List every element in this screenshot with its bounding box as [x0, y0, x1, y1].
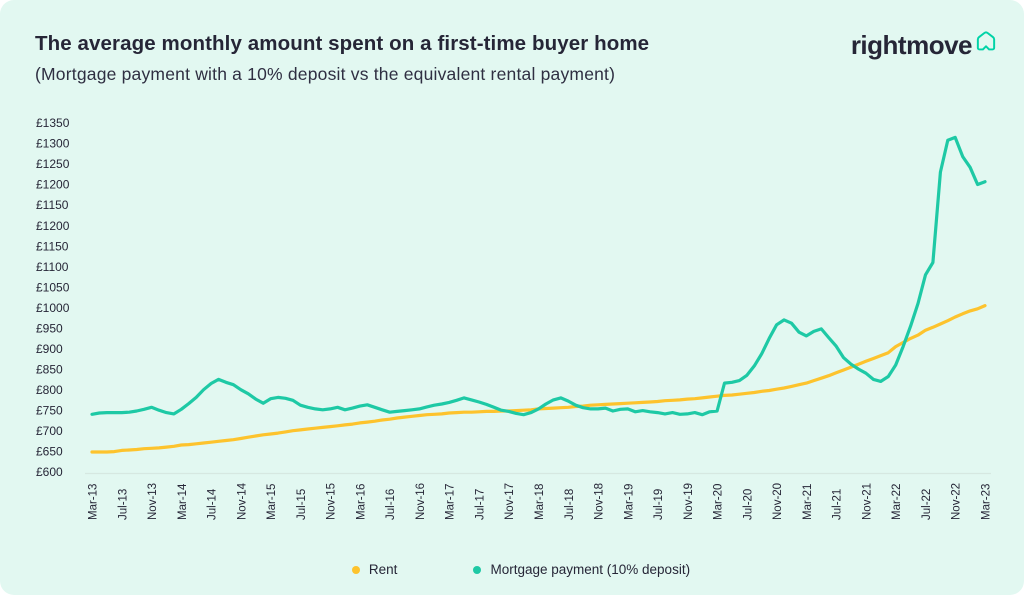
x-tick-label: Mar-21: [802, 484, 814, 520]
x-axis-labels: Mar-13 Jul-13 Nov-13 Mar-14 Jul-14 Nov-14 Mar-…: [88, 482, 993, 520]
x-tick-label: Mar-20: [713, 484, 725, 520]
y-tick-label: £1000: [36, 301, 70, 315]
rightmove-logo-text: rightmove: [850, 30, 973, 60]
x-tick-label: Nov-21: [861, 483, 873, 520]
x-tick-label: Jul-20: [742, 489, 754, 520]
y-tick-label: £1250: [36, 157, 70, 171]
x-tick-label: Mar-19: [623, 484, 635, 520]
y-tick-label: £1200: [36, 178, 70, 192]
y-tick-label: £850: [36, 362, 63, 376]
y-tick-label: £1200: [36, 219, 70, 233]
y-tick-label: £1300: [36, 137, 70, 151]
y-tick-label: £600: [36, 465, 63, 479]
x-tick-label: Nov-16: [415, 483, 427, 520]
x-tick-label: Jul-21: [832, 489, 844, 520]
y-tick-label: £650: [36, 444, 63, 458]
x-tick-label: Nov-22: [951, 483, 963, 520]
x-tick-label: Nov-20: [772, 483, 784, 520]
chart-legend: Rent Mortgage payment (10% deposit): [0, 562, 1024, 577]
x-tick-label: Jul-16: [385, 489, 397, 520]
rightmove-logo: rightmove: [850, 30, 998, 60]
x-tick-label: Nov-19: [683, 483, 695, 520]
y-tick-label: £1150: [36, 198, 69, 212]
x-tick-label: Mar-13: [88, 484, 100, 520]
x-tick-label: Mar-18: [534, 484, 546, 520]
x-tick-label: Mar-22: [891, 484, 903, 520]
legend-item-mortgage: Mortgage payment (10% deposit): [473, 562, 690, 577]
chart-titles: The average monthly amount spent on a fi…: [35, 32, 649, 85]
y-tick-label: £1050: [36, 280, 70, 294]
mortgage-legend-label: Mortgage payment (10% deposit): [490, 562, 691, 577]
x-tick-label: Nov-13: [147, 483, 159, 520]
x-tick-label: Mar-23: [981, 484, 993, 520]
y-tick-label: £1100: [36, 260, 69, 274]
y-tick-label: £750: [36, 403, 63, 417]
x-tick-label: Nov-15: [326, 483, 338, 520]
legend-item-rent: Rent: [351, 562, 398, 577]
x-tick-label: Jul-18: [564, 489, 576, 520]
x-tick-label: Mar-17: [445, 484, 457, 520]
y-tick-label: £700: [36, 424, 63, 438]
x-tick-label: Mar-14: [177, 483, 189, 520]
mortgage-legend-dot: [473, 565, 482, 574]
chart-header: The average monthly amount spent on a fi…: [35, 30, 998, 85]
x-tick-label: Jul-17: [475, 489, 487, 520]
chart-title: The average monthly amount spent on a fi…: [35, 32, 650, 55]
rent-line: [90, 304, 987, 454]
x-tick-label: Mar-15: [266, 484, 278, 520]
y-tick-label: £1350: [36, 116, 70, 130]
x-tick-label: Jul-15: [296, 489, 308, 520]
x-tick-label: Mar-16: [355, 484, 367, 520]
rent-legend-dot: [351, 565, 360, 574]
x-tick-label: Nov-17: [504, 483, 516, 520]
x-tick-label: Nov-14: [236, 482, 248, 520]
x-tick-label: Nov-18: [594, 483, 606, 520]
chart-subtitle: (Mortgage payment with a 10% deposit vs …: [35, 64, 616, 84]
y-tick-label: £950: [36, 321, 63, 335]
y-tick-label: £800: [36, 383, 63, 397]
x-tick-label: Jul-13: [117, 489, 129, 520]
y-tick-label: £900: [36, 342, 63, 356]
x-tick-label: Jul-22: [921, 489, 933, 520]
mortgage-line: [90, 135, 987, 417]
y-axis-labels: £1350 £1300 £1250 £1200 £1150 £1200 £1150 £1100…: [36, 116, 70, 479]
rightmove-house-icon: [976, 31, 996, 51]
rent-legend-label: Rent: [368, 562, 398, 577]
x-tick-label: Jul-19: [653, 489, 665, 520]
x-tick-label: Jul-14: [207, 488, 219, 520]
y-tick-label: £1150: [36, 239, 69, 253]
